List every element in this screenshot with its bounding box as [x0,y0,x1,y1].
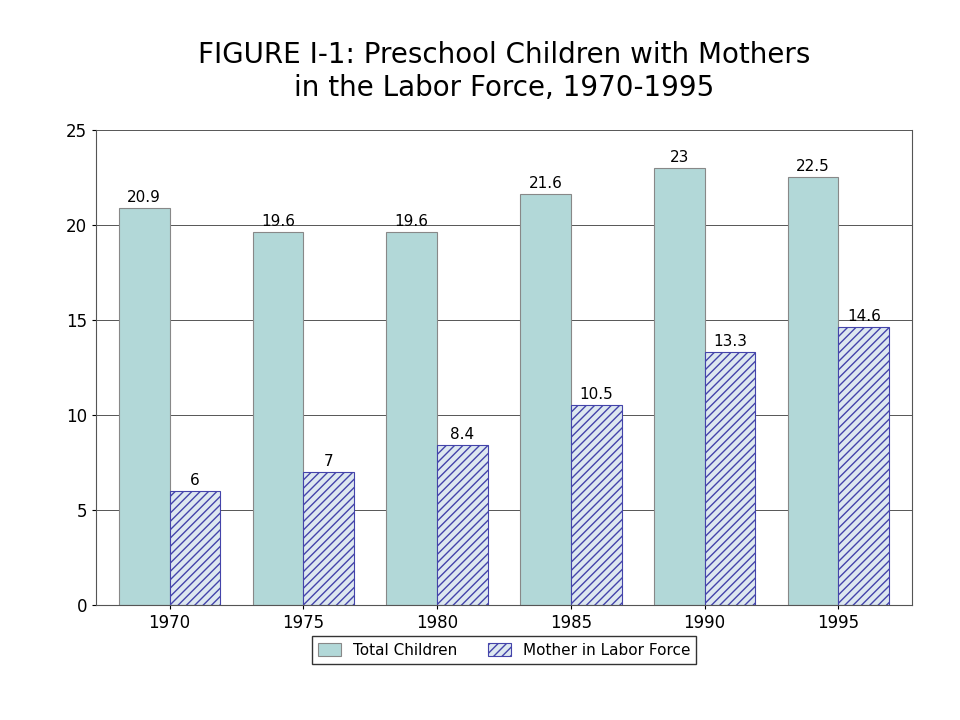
Bar [386,233,437,605]
Text: 8.4: 8.4 [450,427,474,442]
Bar [838,328,889,605]
Bar [705,352,756,605]
Bar [787,177,838,605]
Text: 21.6: 21.6 [529,176,563,192]
Title: FIGURE I-1: Preschool Children with Mothers
in the Labor Force, 1970-1995: FIGURE I-1: Preschool Children with Moth… [198,42,810,102]
Text: 23: 23 [669,150,689,165]
Bar [170,491,221,605]
Text: 10.5: 10.5 [580,387,613,402]
Bar [571,405,622,605]
Bar [654,168,705,605]
Text: 7: 7 [324,454,333,469]
Bar [252,233,303,605]
Text: 19.6: 19.6 [261,215,295,230]
Bar [119,207,170,605]
Text: 13.3: 13.3 [713,334,747,349]
Text: 19.6: 19.6 [395,215,429,230]
Bar [303,472,354,605]
Bar [520,194,571,605]
Text: 6: 6 [190,473,200,488]
Text: 22.5: 22.5 [796,159,829,174]
Text: 20.9: 20.9 [128,189,161,204]
Legend: Total Children, Mother in Labor Force: Total Children, Mother in Labor Force [312,636,696,664]
Text: 14.6: 14.6 [847,310,880,325]
Bar [437,445,488,605]
